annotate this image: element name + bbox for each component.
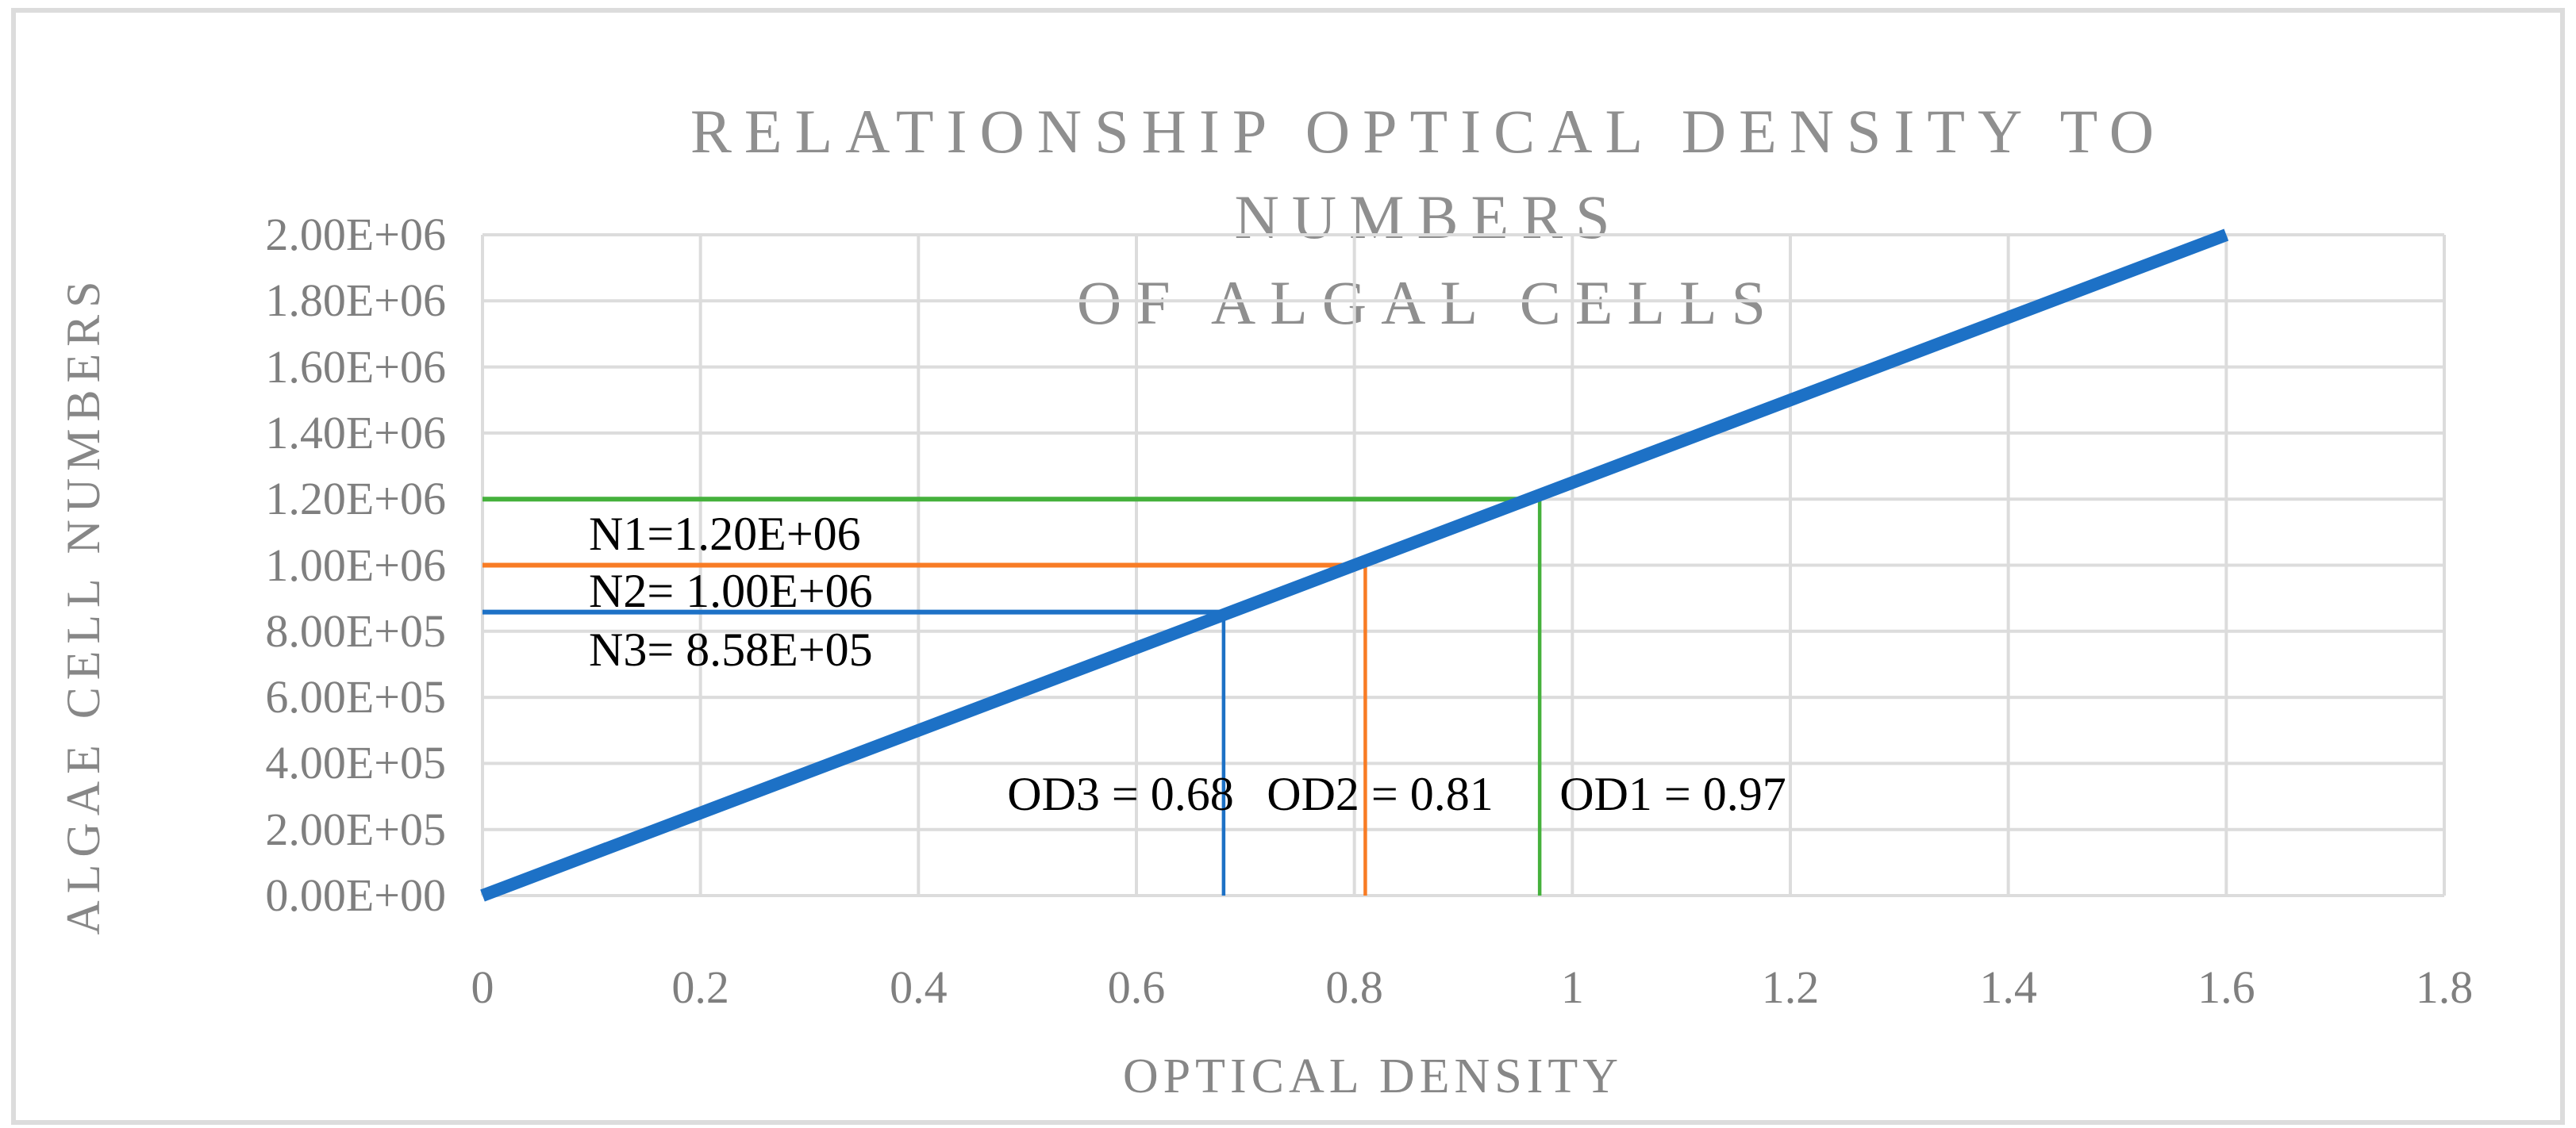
x-tick-label: 0.6 [1107,961,1166,1013]
annotation-n3: N3= 8.58E+05 [589,623,873,676]
y-tick-label: 1.60E+06 [265,340,446,393]
y-tick-label: 1.40E+06 [265,406,446,458]
y-tick-label: 1.80E+06 [265,274,446,327]
series-line [480,228,2229,902]
y-tick-label: 2.00E+05 [265,803,446,855]
y-tick-label: 2.00E+06 [265,209,446,260]
y-tick-label: 4.00E+05 [265,737,446,789]
annotation-od3: OD3 = 0.68 [1007,768,1234,820]
y-tick-label: 0.00E+00 [265,869,446,921]
annotation-n1: N1=1.20E+06 [589,508,861,560]
y-tick-label: 1.00E+06 [265,539,446,591]
guide-lines [483,497,1542,896]
annotation-od2: OD2 = 0.81 [1267,768,1494,820]
x-tick-label: 0.8 [1325,961,1383,1013]
figure-border [11,8,2565,1125]
chart-title: RELATIONSHIP OPTICAL DENSITY TO NUMBERS … [635,89,2222,346]
x-tick-label: 0.2 [671,961,729,1013]
x-tick-label: 0 [471,961,494,1013]
x-tick-label: 1.8 [2415,961,2474,1013]
x-tick-label: 1.2 [1761,961,1820,1013]
x-tick-label: 1 [1560,961,1584,1013]
y-tick-label: 6.00E+05 [265,671,446,723]
y-tick-label: 1.20E+06 [265,473,446,525]
x-axis-title: OPTICAL DENSITY [1122,1049,1624,1103]
annotation-n2: N2= 1.00E+06 [589,565,873,617]
x-tick-label: 1.4 [1979,961,2037,1013]
x-tick-label: 1.6 [2197,961,2255,1013]
data-series [480,228,2229,902]
chart-title-line2: OF ALGAL CELLS [1076,268,1781,337]
chart-title-line1: RELATIONSHIP OPTICAL DENSITY TO NUMBERS [690,97,2167,251]
annotation-od1: OD1 = 0.97 [1559,768,1786,820]
x-tick-label: 0.4 [890,961,948,1013]
y-tick-label: 8.00E+05 [265,604,446,657]
